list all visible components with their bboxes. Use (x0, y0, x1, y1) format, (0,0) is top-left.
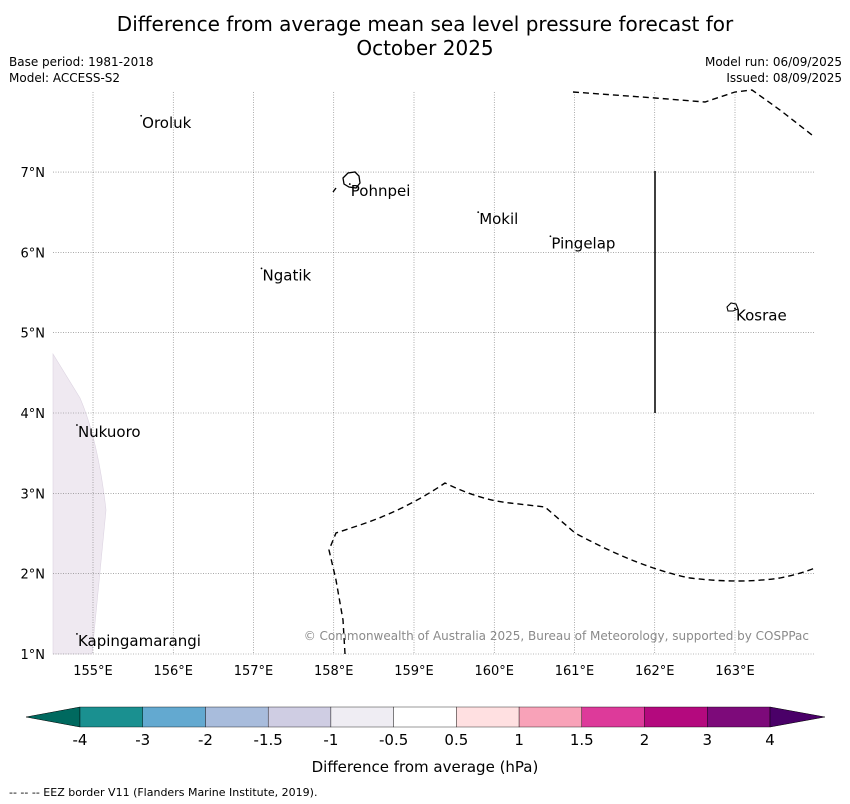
colorbar-over-arrow (769, 706, 826, 728)
colorbar-segment (707, 706, 771, 728)
lon-tick-label: 161°E (555, 664, 595, 679)
colorbar-tick-label: -0.5 (379, 731, 408, 749)
place-marker (140, 114, 143, 117)
anomaly-shading-negative (52, 352, 107, 655)
colorbar-segment (267, 706, 332, 728)
lon-tick-label: 157°E (234, 664, 274, 679)
colorbar-tick-label: -1 (323, 731, 338, 749)
place-marker (477, 211, 480, 214)
eez-border-fragment (332, 187, 337, 193)
model-run-text: Model run: 06/09/2025 (704, 55, 842, 69)
graticule (53, 92, 815, 655)
lon-tick-label: 160°E (474, 664, 514, 679)
model-text: Model: ACCESS-S2 (9, 71, 121, 85)
title-line-2: October 2025 (356, 36, 494, 60)
colorbar-label: Difference from average (hPa) (312, 758, 539, 776)
eez-border-south (328, 482, 816, 655)
lat-tick-label: 5°N (21, 327, 46, 342)
colorbar: -4 -3 -2 -1.5 -1 -0.5 0.5 1 1.5 2 3 4 (25, 706, 826, 749)
place-labels: Oroluk Pohnpei Mokil Pingelap Ngatik Kosrae Nu… (76, 114, 787, 650)
copyright-text: © Commonwealth of Australia 2025, Bureau… (304, 629, 809, 643)
lon-tick-label: 156°E (153, 664, 193, 679)
colorbar-tick-label: -3 (135, 731, 150, 749)
place-label-ngatik: Ngatik (263, 266, 312, 284)
colorbar-segment (79, 706, 143, 728)
place-marker (76, 424, 78, 426)
colorbar-tick-label: -2 (198, 731, 213, 749)
colorbar-segment (393, 706, 457, 728)
place-label-kapingamarangi: Kapingamarangi (78, 632, 201, 650)
place-marker (348, 183, 351, 185)
colorbar-segment (205, 706, 269, 728)
colorbar-segment (581, 706, 645, 728)
lat-tick-label: 3°N (21, 487, 46, 502)
place-label-kosrae: Kosrae (736, 307, 787, 325)
colorbar-tick-label: 1.5 (570, 731, 594, 749)
colorbar-segment (644, 706, 708, 728)
lat-tick-label: 6°N (21, 246, 46, 261)
place-label-pohnpei: Pohnpei (351, 182, 411, 200)
place-label-mokil: Mokil (479, 210, 518, 228)
lat-tick-label: 7°N (21, 166, 46, 181)
axis-ticks: 155°E 156°E 157°E 158°E 159°E 160°E 161°E 162°E… (21, 166, 755, 679)
colorbar-tick-label: -1.5 (254, 731, 283, 749)
meta-left: Base period: 1981-2018 Model: ACCESS-S2 (9, 54, 154, 86)
chart-title: Difference from average mean sea level p… (0, 12, 850, 60)
kosrae-island (726, 302, 739, 312)
lon-tick-label: 163°E (715, 664, 755, 679)
colorbar-tick-label: 4 (765, 731, 775, 749)
colorbar-segment (330, 706, 394, 728)
colorbar-under-arrow (25, 706, 81, 728)
place-label-oroluk: Oroluk (142, 114, 191, 132)
eez-legend-footer: -- -- -- EEZ border V11 (Flanders Marine… (9, 786, 318, 799)
colorbar-tick-label: 2 (640, 731, 650, 749)
lon-tick-label: 158°E (314, 664, 354, 679)
place-marker (260, 267, 263, 270)
place-marker (76, 633, 78, 635)
colorbar-segment (456, 706, 520, 728)
place-label-pingelap: Pingelap (551, 234, 615, 252)
lat-tick-label: 1°N (21, 648, 46, 663)
lat-tick-label: 4°N (21, 407, 46, 422)
place-marker (734, 307, 736, 310)
colorbar-tick-label: -4 (73, 731, 88, 749)
lat-tick-label: 2°N (21, 568, 46, 583)
base-period-text: Base period: 1981-2018 (9, 55, 154, 69)
colorbar-segment (518, 706, 583, 728)
place-label-nukuoro: Nukuoro (78, 423, 141, 441)
colorbar-tick-label: 0.5 (444, 731, 468, 749)
colorbar-segment (142, 706, 206, 728)
pohnpei-island (342, 171, 361, 189)
lon-tick-label: 159°E (394, 664, 434, 679)
lon-tick-label: 155°E (73, 664, 113, 679)
lon-tick-label: 162°E (635, 664, 675, 679)
colorbar-tick-label: 3 (702, 731, 712, 749)
colorbar-tick-label: 1 (514, 731, 524, 749)
title-line-1: Difference from average mean sea level p… (116, 12, 734, 36)
eez-border-north (572, 89, 813, 136)
meta-right: Model run: 06/09/2025 Issued: 08/09/2025 (705, 54, 842, 86)
place-marker (549, 235, 552, 238)
issued-text: Issued: 08/09/2025 (726, 71, 842, 85)
